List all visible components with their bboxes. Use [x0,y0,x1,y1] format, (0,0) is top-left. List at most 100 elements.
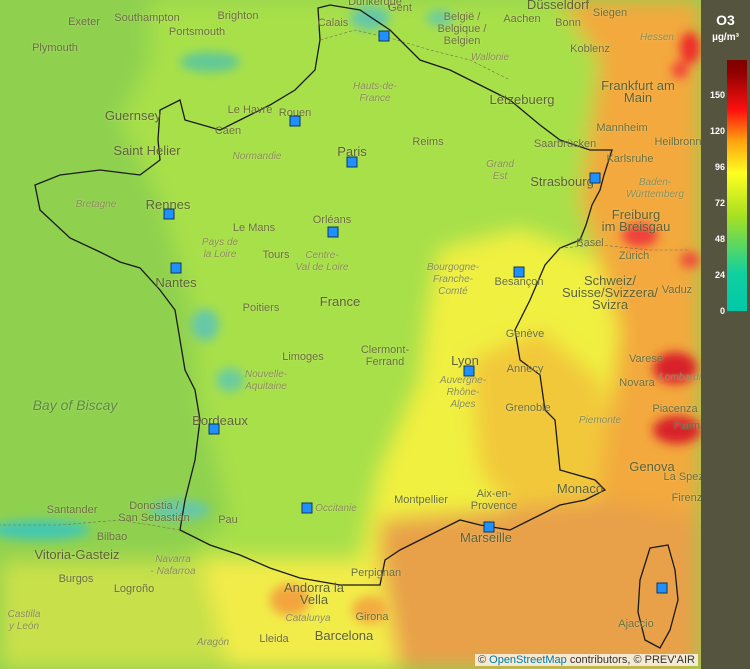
place-genova: Genova [629,459,675,474]
place-novara: Novara [619,377,655,389]
place-donostia: Donostia / San Sebastián [118,500,190,524]
place-barcelona: Barcelona [314,628,374,643]
legend-unit: µg/m³ [712,32,739,43]
place-caen: Caen [214,125,242,137]
place-letzebuerg: Lëtzebuerg [489,92,555,107]
place-france: France [319,294,361,309]
place-koblenz: Koblenz [570,43,610,55]
place-calais: Calais [317,17,349,29]
legend-tick: 24 [714,270,725,280]
station-marker-paris[interactable] [346,156,358,168]
place-schweiz: Schweiz/ Suisse/Svizzera/ Svizra [561,273,659,312]
place-bretagne: Bretagne [75,199,117,210]
legend-title: O3 [716,12,735,28]
legend-tick: 120 [709,126,725,136]
place-marseille: Marseille [459,530,513,545]
place-brighton: Brighton [217,10,259,22]
ozone-concentration-layer [0,0,701,669]
place-orleans: Orléans [312,214,352,226]
place-basel: Basel [576,237,604,249]
place-grenoble: Grenoble [505,402,551,414]
map-attribution: © OpenStreetMap contributors, © PREV'AIR [474,654,698,666]
place-portsmouth: Portsmouth [168,26,226,38]
place-zurich: Zürich [618,250,650,262]
place-limoges: Limoges [282,351,324,363]
place-hauts-de-france: Hauts-de- France [353,81,397,104]
legend-tick: 150 [709,90,725,100]
attribution-text: contributors, © PREV'AIR [569,654,695,666]
place-tours: Tours [262,249,290,261]
place-bay-of-biscay: Bay of Biscay [32,397,118,413]
station-marker-rennes[interactable] [163,208,175,220]
place-grand-est: Grand Est [486,159,514,182]
attribution-copyright: © [477,654,487,666]
place-plymouth: Plymouth [32,42,78,54]
place-navarra: Navarra - Nafarroa [150,554,196,577]
place-karlsruhe: Karlsruhe [606,153,654,165]
place-geneve: Genève [505,328,545,340]
station-marker-toulouse[interactable] [301,502,313,514]
place-rouen: Rouen [278,107,312,119]
place-varese: Varese [628,353,664,365]
place-poitiers: Poitiers [242,302,280,314]
place-monaco: Monaco [556,481,604,496]
legend-tick: 0 [719,306,725,316]
place-exeter: Exeter [68,16,100,28]
station-marker-nantes[interactable] [170,262,182,274]
place-saarbrucken: Saarbrücken [533,138,597,150]
place-burgos: Burgos [58,573,94,585]
place-auvergne: Auvergne- Rhône- Alpes [439,375,487,410]
place-le-mans: Le Mans [232,222,276,234]
place-firenze: Firenze [671,492,701,504]
place-nouvelle-aquitaine: Nouvelle- Aquitaine [244,369,288,392]
place-perpignan: Perpignan [350,567,402,579]
station-marker-bordeaux[interactable] [208,423,220,435]
place-lombardia: Lombardia [659,372,701,383]
place-le-havre: Le Havre [227,104,273,116]
place-catalunya: Catalunya [285,613,331,624]
place-aachen: Aachen [503,13,541,25]
station-marker-marseille[interactable] [483,521,495,533]
place-aragon: Aragón [196,637,230,648]
place-southampton: Southampton [114,12,180,24]
place-lleida: Lleida [259,633,289,645]
place-heilbronn: Heilbronn [654,136,701,148]
place-centre-val-de-loire: Centre- Val de Loire [295,250,349,273]
station-marker-calais[interactable] [378,30,390,42]
openstreetmap-link[interactable]: OpenStreetMap [489,654,567,666]
ozone-map[interactable]: Dunkerque Gent Düsseldorf Exeter Southam… [0,0,701,669]
station-marker-rouen[interactable] [289,115,301,127]
place-clermont-ferrand: Clermont- Ferrand [360,344,410,368]
place-vitoria-gasteiz: Vitoria-Gasteiz [34,547,120,562]
place-piacenza: Piacenza [652,403,698,415]
station-marker-besancon[interactable] [513,266,525,278]
place-pays-de-la-loire: Pays de la Loire [201,237,239,260]
place-dusseldorf: Düsseldorf [526,0,590,12]
place-siegen: Siegen [592,7,628,19]
place-bonn: Bonn [555,17,581,29]
place-lyon: Lyon [451,353,479,368]
place-belgie: België / Belgique / Belgien [437,11,487,47]
station-marker-lyon[interactable] [463,365,475,377]
place-girona: Girona [355,611,389,623]
place-baden-wurttemberg: Baden- Württemberg [626,177,684,200]
place-bordeaux: Bordeaux [192,413,248,428]
place-montpellier: Montpellier [394,494,448,506]
station-marker-corsica[interactable] [656,582,668,594]
place-dunkerque: Dunkerque [348,0,402,8]
legend-tick: 96 [714,162,725,172]
o3-color-legend: O3 µg/m³ 150 120 96 72 48 24 0 [701,0,750,669]
station-marker-orleans[interactable] [327,226,339,238]
place-santander: Santander [46,504,98,516]
place-vaduz: Vaduz [661,284,693,296]
place-annecy: Annecy [506,363,544,375]
place-freiburg: Freiburg im Breisgau [601,207,671,234]
place-mannheim: Mannheim [596,122,648,134]
place-la-spezia: La Spezia [663,471,701,483]
place-reims: Reims [412,136,444,148]
place-pau: Pau [218,514,238,526]
station-marker-strasbourg[interactable] [589,172,601,184]
legend-color-scale [727,60,747,311]
place-paris: Paris [337,144,367,159]
place-aix-en-provence: Aix-en- Provence [470,488,518,512]
